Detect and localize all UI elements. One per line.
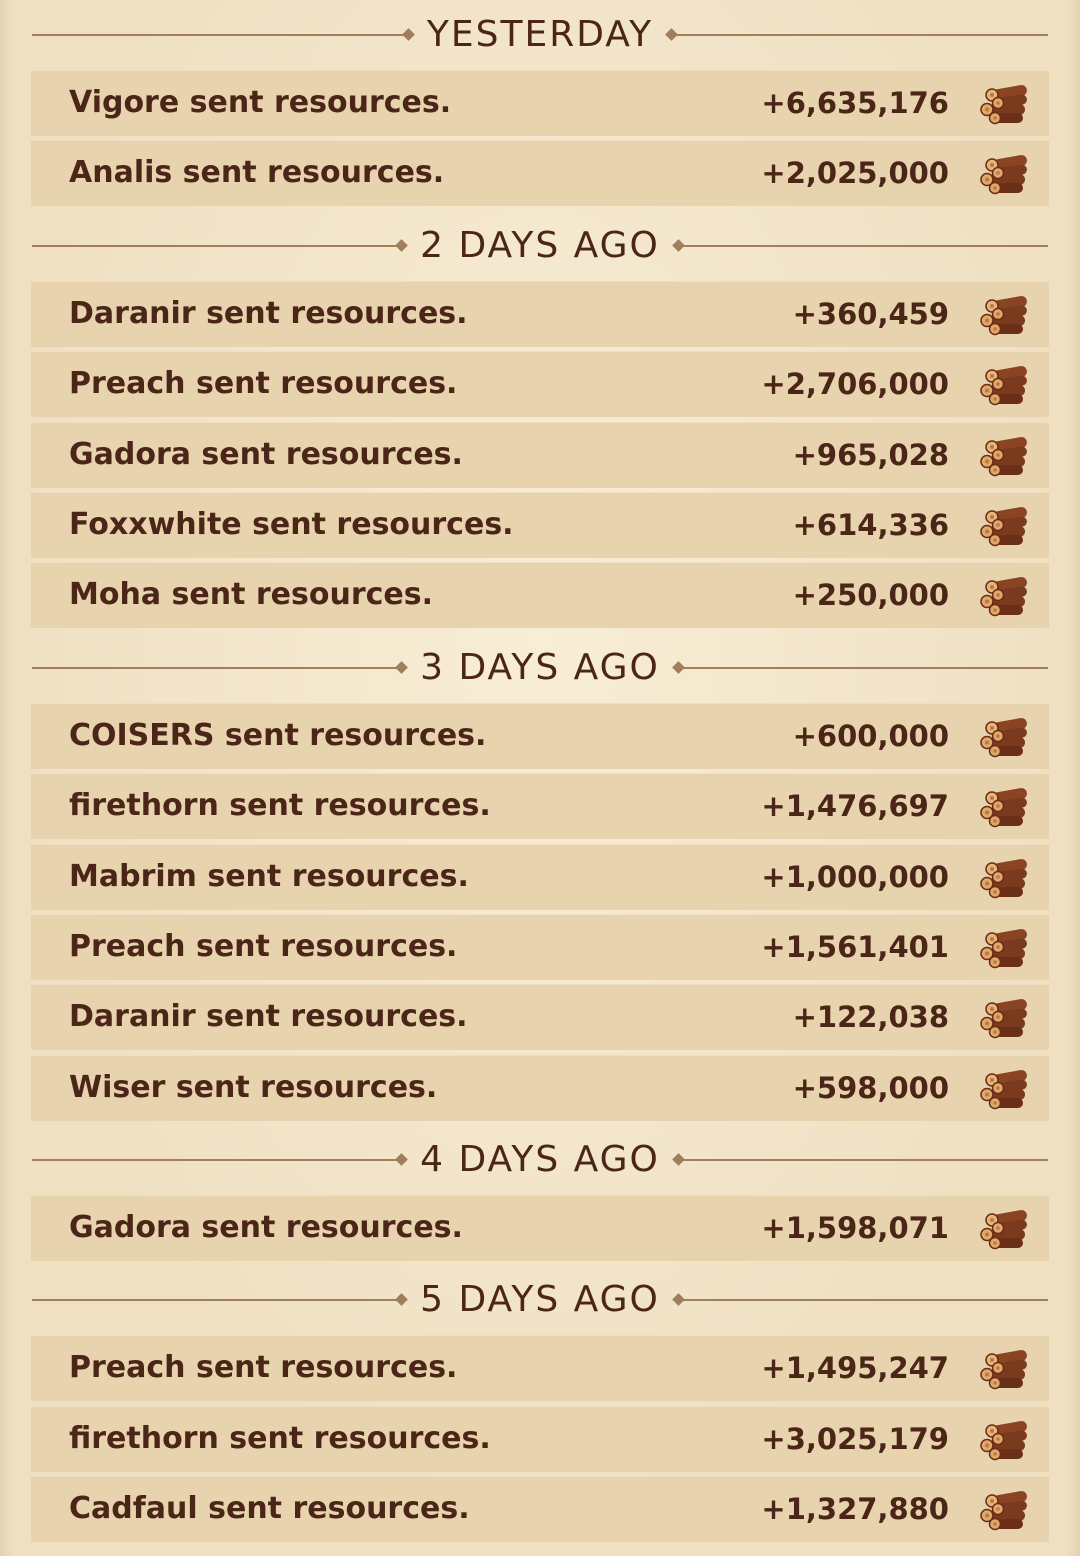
resource-entry-label: Daranir sent resources.	[69, 295, 468, 331]
resource-entry-label: firethorn sent resources.	[69, 1420, 491, 1456]
resource-entry-label: Wiser sent resources.	[69, 1069, 438, 1105]
divider-line-right	[677, 666, 1048, 669]
resource-entry-label: Vigore sent resources.	[69, 85, 452, 120]
wood-logs-icon	[975, 1207, 1031, 1251]
divider-line-left	[32, 1299, 403, 1302]
wood-logs-icon	[975, 1067, 1031, 1111]
date-divider-title: 2 DAYS AGO	[420, 224, 660, 266]
wood-logs-icon	[975, 82, 1031, 126]
resource-entry-label: Gadora sent resources.	[69, 1210, 463, 1246]
resource-entry-amount: +1,561,401	[761, 929, 949, 964]
date-divider-title: 4 DAYS AGO	[420, 1139, 660, 1181]
divider-line-left	[32, 34, 409, 36]
divider-line-right	[671, 34, 1048, 36]
divider-line-left	[32, 1159, 403, 1162]
resource-entry-amount: +614,336	[792, 507, 949, 542]
resource-entry-label: Moha sent resources.	[69, 577, 433, 613]
resource-entry-amount: +965,028	[792, 437, 949, 472]
resource-entry-label: Preach sent resources.	[69, 1350, 458, 1386]
wood-logs-icon	[975, 1347, 1031, 1391]
divider-line-right	[677, 244, 1048, 247]
wood-logs-icon	[975, 434, 1031, 478]
resource-entry-label: Preach sent resources.	[69, 366, 458, 402]
resource-entry-label: Mabrim sent resources.	[69, 858, 469, 894]
resource-entry-amount: +360,459	[792, 296, 949, 331]
resource-entry-row[interactable]: Foxxwhite sent resources. +614,336	[31, 491, 1049, 558]
resource-entry-amount: +1,000,000	[761, 859, 949, 894]
resource-entry-amount: +1,598,071	[761, 1211, 949, 1246]
wood-logs-icon	[975, 293, 1031, 337]
wood-logs-icon	[975, 715, 1031, 759]
wood-logs-icon	[975, 363, 1031, 407]
resource-entry-row[interactable]: Cadfaul sent resources. +1,327,880	[31, 1476, 1049, 1543]
wood-logs-icon	[975, 574, 1031, 618]
resource-entry-label: Gadora sent resources.	[69, 436, 463, 472]
wood-logs-icon	[975, 152, 1031, 196]
resource-entry-row[interactable]: Wiser sent resources. +598,000	[31, 1054, 1049, 1121]
resource-entry-row[interactable]: firethorn sent resources. +1,476,697	[31, 773, 1049, 840]
divider-line-left	[32, 666, 403, 669]
resource-entry-row[interactable]: Gadora sent resources. +1,598,071	[31, 1195, 1049, 1262]
resource-entry-row[interactable]: Preach sent resources. +1,495,247	[31, 1335, 1049, 1402]
resource-entry-row[interactable]: Preach sent resources. +2,706,000	[31, 351, 1049, 418]
resource-entry-label: Cadfaul sent resources.	[69, 1491, 470, 1527]
date-divider-3: 4 DAYS AGO	[0, 1125, 1080, 1195]
date-divider-1: 2 DAYS AGO	[0, 211, 1080, 281]
resource-entry-row[interactable]: Preach sent resources. +1,561,401	[31, 913, 1049, 980]
resource-entry-amount: +3,025,179	[761, 1421, 949, 1456]
resource-entry-amount: +1,476,697	[761, 789, 949, 824]
wood-logs-icon	[975, 785, 1031, 829]
resource-entry-row[interactable]: Moha sent resources. +250,000	[31, 562, 1049, 629]
date-divider-0: YESTERDAY	[0, 0, 1080, 70]
resource-entry-row[interactable]: firethorn sent resources. +3,025,179	[31, 1405, 1049, 1472]
resource-entry-label: Analis sent resources.	[69, 155, 445, 191]
resource-entry-row[interactable]: Vigore sent resources. +6,635,176	[31, 70, 1049, 136]
resource-entry-label: Foxxwhite sent resources.	[69, 506, 514, 542]
resource-entry-label: Preach sent resources.	[69, 928, 458, 964]
resource-entry-amount: +1,327,880	[761, 1492, 949, 1527]
wood-logs-icon	[975, 926, 1031, 970]
divider-line-right	[677, 1159, 1048, 1162]
date-divider-4: 5 DAYS AGO	[0, 1265, 1080, 1335]
resource-entry-row[interactable]: Mabrim sent resources. +1,000,000	[31, 843, 1049, 910]
divider-line-left	[32, 244, 403, 247]
resource-entry-amount: +250,000	[792, 578, 949, 613]
wood-logs-icon	[975, 1418, 1031, 1462]
resource-entry-label: COISERS sent resources.	[69, 717, 487, 753]
date-divider-title: 5 DAYS AGO	[420, 1279, 660, 1321]
resource-entry-row[interactable]: Daranir sent resources. +360,459	[31, 280, 1049, 347]
resource-entry-amount: +600,000	[792, 718, 949, 753]
resource-entry-row[interactable]: Gadora sent resources. +965,028	[31, 421, 1049, 488]
resource-entry-amount: +598,000	[792, 1070, 949, 1105]
date-divider-title: YESTERDAY	[426, 14, 654, 55]
wood-logs-icon	[975, 996, 1031, 1040]
resource-entry-row[interactable]: COISERS sent resources. +600,000	[31, 702, 1049, 769]
resource-entry-amount: +6,635,176	[761, 86, 949, 120]
resource-entry-label: Daranir sent resources.	[69, 999, 468, 1035]
divider-line-right	[677, 1299, 1048, 1302]
resource-entry-amount: +2,706,000	[761, 367, 949, 402]
resource-entry-row[interactable]: Analis sent resources. +2,025,000	[31, 140, 1049, 207]
date-divider-2: 3 DAYS AGO	[0, 633, 1080, 703]
wood-logs-icon	[975, 1488, 1031, 1532]
resource-entry-amount: +1,495,247	[761, 1351, 949, 1386]
wood-logs-icon	[975, 856, 1031, 900]
wood-logs-icon	[975, 504, 1031, 548]
date-divider-title: 3 DAYS AGO	[420, 646, 660, 688]
resource-entry-amount: +2,025,000	[761, 156, 949, 191]
resource-entry-amount: +122,038	[792, 1000, 949, 1035]
resource-entry-row[interactable]: Daranir sent resources. +122,038	[31, 984, 1049, 1051]
resource-entry-label: firethorn sent resources.	[69, 788, 491, 824]
